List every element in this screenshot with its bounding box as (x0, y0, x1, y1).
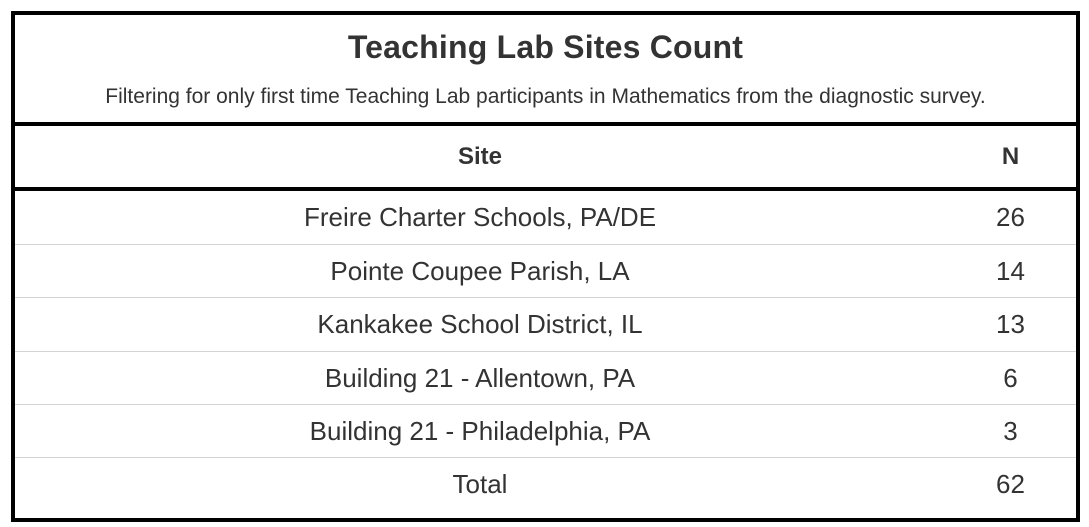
table-title: Teaching Lab Sites Count (347, 29, 744, 65)
table-body: Freire Charter Schools, PA/DE 26 Pointe … (15, 191, 1076, 510)
site-cell: Freire Charter Schools, PA/DE (303, 202, 657, 232)
column-header-site: Site (457, 143, 502, 170)
total-count-cell: 62 (996, 468, 1025, 499)
count-cell: 6 (1003, 362, 1018, 393)
table-row: Pointe Coupee Parish, LA 14 (15, 244, 1076, 297)
table-header-row: Site N (15, 126, 1076, 187)
count-cell: 14 (996, 256, 1025, 287)
header-bottom-rule (15, 187, 1076, 191)
column-header-n: N (1001, 143, 1020, 170)
table-row: Kankakee School District, IL 13 (15, 297, 1076, 350)
total-label-cell: Total (452, 468, 508, 499)
count-cell: 3 (1003, 415, 1018, 446)
table-subtitle: Filtering for only first time Teaching L… (105, 85, 986, 108)
site-cell: Kankakee School District, IL (317, 309, 643, 340)
count-cell: 26 (996, 202, 1025, 232)
count-cell: 13 (996, 309, 1025, 340)
header-top-rule (15, 122, 1076, 126)
site-cell: Building 21 - Philadelphia, PA (309, 415, 651, 446)
site-cell: Pointe Coupee Parish, LA (330, 256, 630, 287)
table-frame: Teaching Lab Sites Count Filtering for o… (11, 11, 1080, 522)
table-row: Freire Charter Schools, PA/DE 26 (15, 191, 1076, 244)
site-cell: Building 21 - Allentown, PA (324, 362, 636, 393)
table-row: Building 21 - Philadelphia, PA 3 (15, 403, 1076, 457)
total-row: Total 62 (15, 456, 1076, 510)
table-row: Building 21 - Allentown, PA 6 (15, 350, 1076, 404)
